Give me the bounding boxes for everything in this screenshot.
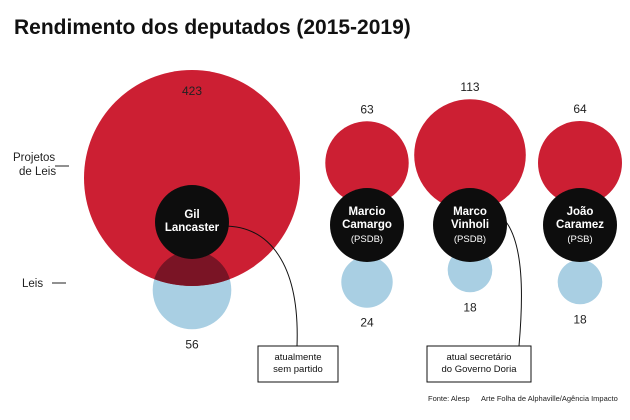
deputy-1-leis-value: 24 <box>360 316 374 330</box>
deputy-2-projetos-bubble <box>414 99 526 211</box>
deputy-3-name-disc <box>543 188 617 262</box>
deputy-1-leis-bubble <box>341 256 393 308</box>
chart-title: Rendimento dos deputados (2015-2019) <box>14 16 411 39</box>
deputy-3-party: (PSB) <box>567 234 592 245</box>
deputy-2-leis-value: 18 <box>463 300 477 314</box>
deputy-2-note-line-2: do Governo Doria <box>442 364 518 375</box>
deputy-2-note-line-1: atual secretário <box>447 352 512 363</box>
deputy-0-note-line-1: atualmente <box>274 352 321 363</box>
deputy-3-name-line-2: Caramez <box>556 219 604 231</box>
deputy-1-projetos-value: 63 <box>360 102 374 116</box>
deputy-0-name-line-1: Gil <box>184 209 199 221</box>
deputy-2-name-line-1: Marco <box>453 206 487 218</box>
deputy-1-name-line-2: Camargo <box>342 219 392 231</box>
deputy-2-name-line-2: Vinholi <box>451 219 489 231</box>
row-labels: Projetos de Leis Leis <box>13 152 69 290</box>
deputy-1-party: (PSDB) <box>351 234 383 245</box>
credit-note: Arte Folha de Alphaville/Agência Impacto <box>481 394 618 403</box>
deputy-0-leis-value: 56 <box>185 337 199 351</box>
deputy-2-name-disc <box>433 188 507 262</box>
value-labels-layer: 423 56 63 24 113 18 64 18 <box>182 80 587 351</box>
deputy-0-projetos-value: 423 <box>182 84 202 98</box>
deputy-0-note-leader <box>221 225 298 347</box>
deputy-2-note-leader <box>501 216 522 347</box>
deputy-2-projetos-value: 113 <box>460 80 479 94</box>
deputy-1-name-line-1: Marcio <box>348 206 385 218</box>
deputy-3-projetos-value: 64 <box>573 102 587 116</box>
deputy-3-leis-bubble <box>557 259 603 305</box>
deputy-3-leis-value: 18 <box>573 312 587 326</box>
deputy-3-name-line-1: João <box>567 206 594 218</box>
leader-lines <box>221 216 522 347</box>
deputy-0-name-disc <box>155 185 229 259</box>
deputy-1-name-disc <box>330 188 404 262</box>
projetos-layer <box>84 70 622 286</box>
deputy-3-projetos-bubble <box>538 121 622 205</box>
deputy-0-note-box <box>257 345 339 383</box>
deputy-0-note-line-2: sem partido <box>273 364 323 375</box>
row-label-leis: Leis <box>22 278 43 290</box>
row-label-projetos-line1: Projetos <box>13 152 55 164</box>
deputy-0-name-line-2: Lancaster <box>165 222 220 234</box>
deputy-2-note-box <box>426 345 532 383</box>
deputy-0-projetos-bubble <box>84 70 300 286</box>
row-label-projetos-line2: de Leis <box>19 166 56 178</box>
deputy-1-projetos-bubble <box>325 121 409 205</box>
source-note: Fonte: Alesp <box>428 394 470 403</box>
deputy-2-party: (PSDB) <box>454 234 486 245</box>
